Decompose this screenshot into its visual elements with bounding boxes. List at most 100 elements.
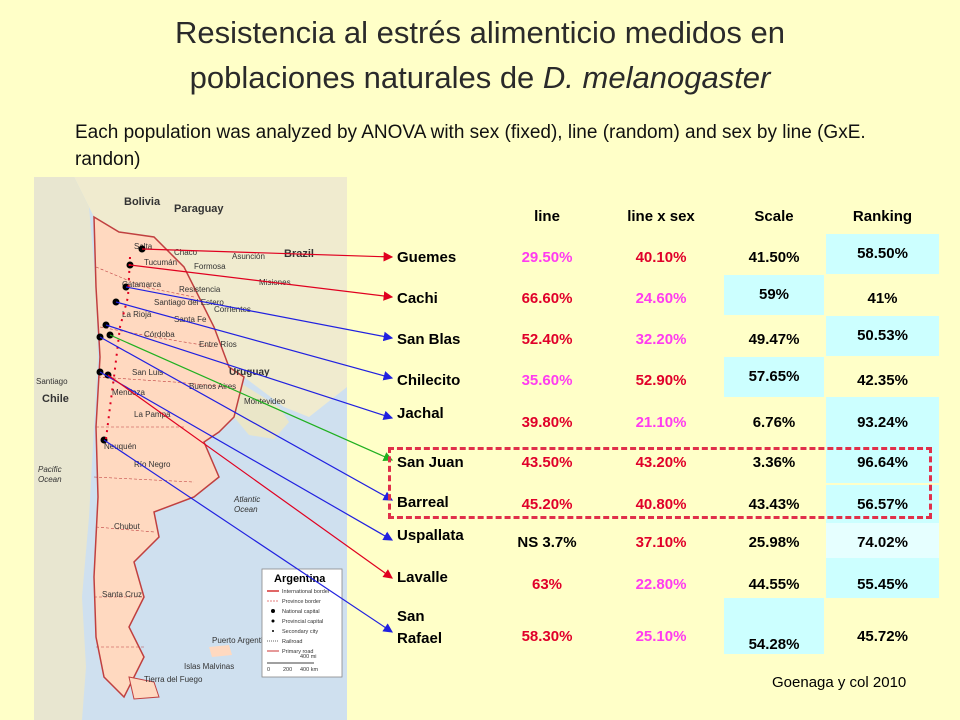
scale-label-0: 0: [267, 667, 270, 673]
label-chaco: Chaco: [174, 248, 198, 257]
scale-label-400mi: 400 mi: [300, 654, 317, 660]
cell-uspallata-scale: 25.98%: [748, 534, 800, 551]
cell-jachal-scale: 6.76%: [752, 414, 796, 431]
label-atlantic: Atlantic: [233, 495, 260, 504]
pop-label-chilecito: Chilecito: [397, 372, 461, 389]
pop-label-barreal: Barreal: [397, 494, 449, 511]
label-buenos-aires: Buenos Aires: [189, 382, 236, 391]
cell-san-rafael-scale: 54.28%: [724, 598, 824, 654]
cell-chilecito-lxs: 52.90%: [635, 372, 687, 389]
cell-jachal-lxs: 21.10%: [635, 414, 687, 431]
pop-label-san-rafael: San Rafael: [397, 608, 443, 647]
header-line: line: [534, 208, 560, 225]
label-la-rioja: La Rioja: [122, 310, 152, 319]
label-santa-cruz: Santa Cruz: [102, 590, 142, 599]
cell-san-blas-lxs: 32.20%: [635, 331, 687, 348]
label-chubut: Chubut: [114, 522, 141, 531]
pop-label-san-juan: San Juan: [397, 454, 464, 471]
connector-lavalle: [107, 374, 393, 579]
header-line-x-sex: line x sex: [627, 208, 695, 225]
label-tucuman: Tucumán: [144, 258, 177, 267]
argentina-land: [93, 215, 245, 699]
label-mendoza: Mendoza: [112, 388, 145, 397]
pop-label-jachal: Jachal: [397, 405, 444, 422]
cell-cachi-lxs: 24.60%: [635, 290, 687, 307]
cell-lavalle-rank: 55.45%: [826, 558, 939, 598]
cell-jachal-line: 39.80%: [521, 414, 573, 431]
pop-label-cachi: Cachi: [397, 290, 438, 307]
label-santa-fe: Santa Fe: [174, 315, 207, 324]
label-la-pampa: La Pampa: [134, 410, 171, 419]
subtitle: Each population was analyzed by ANOVA wi…: [75, 122, 866, 170]
label-ocean-east: Ocean: [234, 505, 258, 514]
header-ranking: Ranking: [852, 208, 913, 225]
label-formosa: Formosa: [194, 262, 226, 271]
legend-item-6: Railroad: [282, 639, 302, 645]
cell-san-rafael-line: 58.30%: [521, 628, 573, 645]
label-santiago-del-estero: Santiago del Estero: [154, 298, 224, 307]
cell-uspallata-line: NS 3.7%: [517, 534, 577, 551]
cell-guemes-line: 29.50%: [521, 249, 573, 266]
cell-san-rafael-lxs: 25.10%: [635, 628, 687, 645]
province-borders: [93, 266, 230, 648]
cell-lavalle-lxs: 22.80%: [635, 576, 687, 593]
species-name: D. melanogaster: [542, 60, 771, 95]
pop-label-uspallata: Uspallata: [397, 527, 464, 544]
label-bolivia: Bolivia: [124, 196, 161, 208]
legend-item-4: Provincial capital: [282, 619, 323, 625]
legend-item-3: National capital: [282, 609, 320, 615]
cell-chilecito-rank: 42.35%: [857, 372, 908, 389]
cell-jachal-rank: 93.24%: [826, 397, 939, 443]
label-montevideo: Montevideo: [244, 397, 286, 406]
cell-chilecito-line: 35.60%: [521, 372, 573, 389]
cell-chilecito-scale: 57.65%: [724, 357, 824, 397]
label-neuquen: Neuquén: [104, 442, 136, 451]
cell-san-juan-rank: 96.64%: [826, 443, 939, 483]
chile-land: [34, 177, 98, 720]
legend-item-1: International border: [282, 589, 330, 595]
label-paraguay: Paraguay: [174, 203, 224, 215]
cell-cachi-scale: 59%: [724, 275, 824, 315]
cell-guemes-lxs: 40.10%: [635, 249, 687, 266]
cell-san-juan-scale: 3.36%: [752, 454, 796, 471]
connector-chilecito: [115, 301, 394, 381]
connector-cachi: [129, 264, 394, 301]
title-prefix: poblaciones naturales de: [189, 60, 543, 95]
slide-title-line-2: poblaciones naturales de D. melanogaster: [0, 58, 960, 98]
label-corrientes: Corrientes: [214, 305, 251, 314]
map-legend: Argentina International border Province …: [261, 568, 343, 678]
legend-title: Argentina: [274, 573, 326, 585]
cell-san-blas-scale: 49.47%: [748, 331, 800, 348]
label-uruguay: Uruguay: [229, 367, 270, 378]
pop-label-lavalle: Lavalle: [397, 569, 448, 586]
malvinas-land: [209, 645, 232, 657]
scale-label-400km: 400 km: [300, 667, 318, 673]
pop-label-guemes: Guemes: [397, 249, 457, 266]
cell-cachi-rank: 41%: [867, 290, 898, 307]
label-asuncion: Asunción: [232, 252, 265, 261]
label-islas-malvinas: Islas Malvinas: [184, 662, 234, 671]
label-santiago: Santiago: [36, 377, 68, 386]
label-tierra-del-fuego: Tierra del Fuego: [144, 675, 203, 684]
cell-san-blas-line: 52.40%: [521, 331, 573, 348]
label-pacific: Pacific: [38, 465, 62, 474]
cell-barreal-lxs: 40.80%: [635, 496, 687, 513]
cell-guemes-rank: 58.50%: [826, 234, 939, 274]
connector-san-juan: [109, 334, 394, 461]
cell-san-blas-rank: 50.53%: [826, 316, 939, 356]
legend-box: [261, 568, 343, 678]
slide-title-line-1: Resistencia al estrés alimenticio medido…: [175, 15, 785, 50]
highlight-box: [388, 447, 932, 519]
connector-jachal: [105, 324, 394, 420]
connector-barreal: [99, 336, 394, 501]
legend-item-7: Primary road: [282, 649, 313, 655]
label-rio-negro: Río Negro: [134, 460, 171, 469]
label-cordoba: Córdoba: [144, 330, 175, 339]
cell-san-juan-lxs: 43.20%: [635, 454, 687, 471]
label-ocean-west: Ocean: [38, 475, 62, 484]
label-entre-rios: Entre Ríos: [199, 340, 237, 349]
pop-label-san-blas: San Blas: [397, 331, 461, 348]
label-puerto-argentino: Puerto Argentino: [212, 636, 272, 645]
connector-uspallata: [99, 371, 394, 541]
